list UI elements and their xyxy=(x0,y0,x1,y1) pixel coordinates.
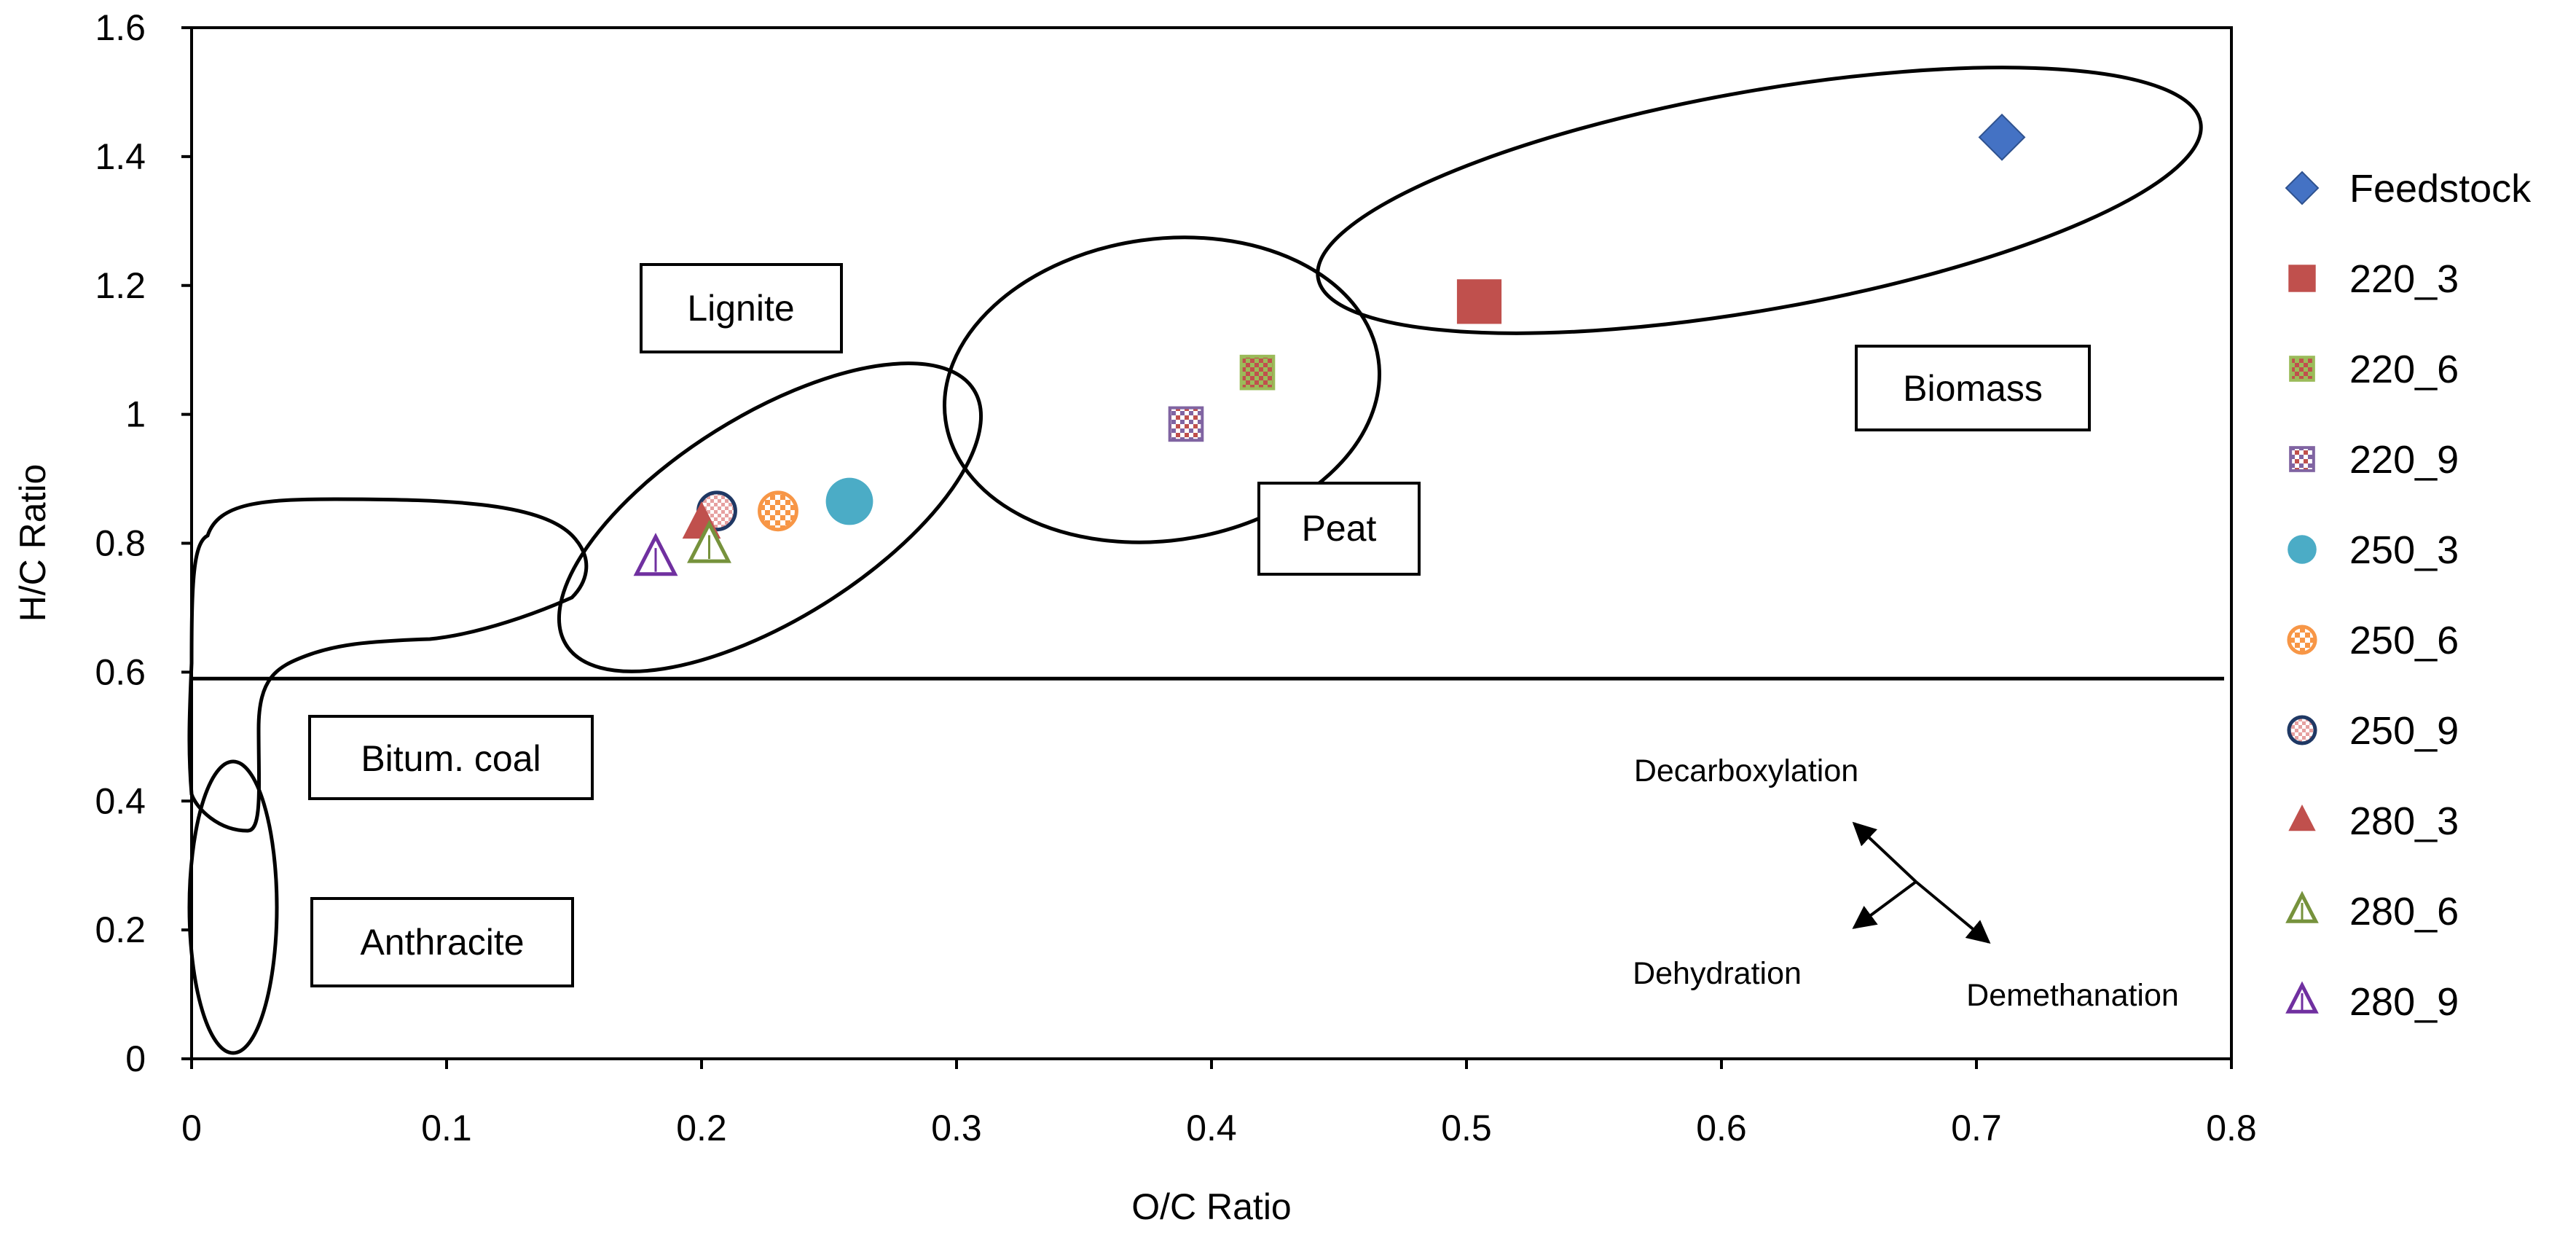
dehydration-label: Dehydration xyxy=(1633,956,1802,991)
legend-marker-feedstock xyxy=(2285,171,2320,205)
x-axis-label: O/C Ratio xyxy=(1131,1186,1292,1227)
y-tick-label: 1.6 xyxy=(95,7,146,48)
region-labels: Lignite Peat Biomass Bitum. coal Anthrac… xyxy=(308,263,2091,987)
legend-marker-250-9 xyxy=(2287,715,2317,745)
peat-label: Peat xyxy=(1302,508,1377,549)
legend-marker-280-3 xyxy=(2288,805,2316,831)
legend-marker-280-6 xyxy=(2285,890,2319,923)
legend-label: 280_9 xyxy=(2349,980,2459,1024)
legend-label: 280_3 xyxy=(2349,799,2459,843)
y-tick-label: 1.4 xyxy=(95,136,146,177)
biomass-label: Biomass xyxy=(1903,368,2043,409)
region-outlines xyxy=(187,66,2203,1055)
x-tick-label: 0.8 xyxy=(2206,1108,2257,1148)
legend-marker-220-9 xyxy=(2289,446,2315,472)
legend-marker-250-3 xyxy=(2288,535,2317,564)
x-tick-label: 0.4 xyxy=(1186,1108,1237,1148)
bituminous-coal-outline xyxy=(187,497,589,833)
point-280-6 xyxy=(687,520,731,563)
peat-ellipse xyxy=(943,235,1381,544)
y-tick-label: 1.2 xyxy=(95,265,146,306)
y-tick-label: 0 xyxy=(125,1038,146,1079)
legend-marker-220-3 xyxy=(2288,265,2316,292)
legend: Feedstock 220_3 220_6 220_9 250_3 250_6 250_9 2… xyxy=(2285,167,2532,1024)
demethanation-label: Demethanation xyxy=(1966,978,2179,1013)
point-220-6 xyxy=(1239,354,1276,391)
bituminous-coal-label: Bitum. coal xyxy=(361,738,541,779)
legend-label: 220_3 xyxy=(2349,257,2459,301)
x-tick-label: 0 xyxy=(181,1108,202,1148)
point-220-9 xyxy=(1168,406,1204,442)
legend-marker-250-6 xyxy=(2287,625,2317,655)
x-tick-label: 0.3 xyxy=(931,1108,982,1148)
legend-label: 250_9 xyxy=(2349,709,2459,753)
demethanation-arrow xyxy=(1915,880,1991,944)
legend-marker-220-6 xyxy=(2289,356,2315,382)
y-tick-label: 1 xyxy=(125,394,146,435)
lignite-label: Lignite xyxy=(687,288,794,329)
decarboxylation-label: Decarboxylation xyxy=(1634,753,1858,788)
anthracite-label: Anthracite xyxy=(360,922,524,963)
data-points xyxy=(633,113,2026,576)
legend-label: 250_6 xyxy=(2349,619,2459,662)
dehydration-arrow xyxy=(1852,880,1917,929)
point-250-6 xyxy=(758,490,798,532)
y-tick-label: 0.8 xyxy=(95,523,146,564)
point-feedstock xyxy=(1978,113,2026,161)
legend-label: 250_3 xyxy=(2349,528,2459,572)
legend-label: 280_6 xyxy=(2349,890,2459,933)
reaction-arrows xyxy=(1852,821,1991,944)
point-280-9 xyxy=(633,533,678,576)
y-tick-label: 0.6 xyxy=(95,651,146,692)
point-220-3 xyxy=(1456,279,1502,324)
legend-marker-280-9 xyxy=(2285,981,2319,1014)
y-tick-label: 0.4 xyxy=(95,780,146,821)
anthracite-ellipse xyxy=(187,759,279,1055)
lignite-ellipse xyxy=(557,361,983,673)
y-tick-label: 0.2 xyxy=(95,909,146,950)
y-tick-labels: 0 0.2 0.4 0.6 0.8 1 1.2 1.4 1.6 xyxy=(95,7,192,1079)
x-tick-labels: 0 0.1 0.2 0.3 0.4 0.5 0.6 0.7 0.8 xyxy=(181,1059,2257,1148)
biomass-ellipse xyxy=(1316,66,2203,335)
x-tick-label: 0.1 xyxy=(421,1108,472,1148)
legend-label: Feedstock xyxy=(2349,167,2532,211)
y-axis-label: H/C Ratio xyxy=(12,464,53,622)
point-250-3 xyxy=(825,477,873,525)
x-tick-label: 0.7 xyxy=(1951,1108,2002,1148)
x-tick-label: 0.5 xyxy=(1441,1108,1492,1148)
x-tick-label: 0.2 xyxy=(676,1108,727,1148)
legend-label: 220_9 xyxy=(2349,438,2459,482)
x-tick-label: 0.6 xyxy=(1696,1108,1747,1148)
legend-label: 220_6 xyxy=(2349,348,2459,391)
decarboxylation-arrow xyxy=(1852,821,1917,883)
